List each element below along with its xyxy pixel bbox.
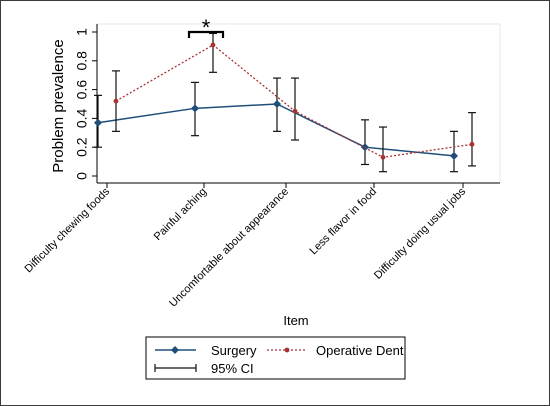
x-axis-title: Item (283, 313, 308, 328)
x-tick-label: Painful aching (152, 186, 209, 243)
data-point-marker (380, 154, 386, 160)
plot-area (96, 23, 501, 184)
data-point-marker (469, 141, 475, 147)
data-point-marker (191, 104, 199, 113)
y-tick-label: 0.4 (74, 108, 90, 128)
data-point-marker (292, 108, 298, 114)
significance-asterisk: * (202, 15, 211, 40)
legend-marker-operative-dent (284, 347, 290, 353)
data-point-marker (94, 118, 102, 127)
legend-label-ci: 95% CI (211, 361, 254, 376)
legend: Surgery Operative Dent 95% CI (145, 336, 406, 380)
y-tick-label: 0.2 (74, 137, 90, 157)
legend-label-surgery: Surgery (211, 343, 257, 358)
data-point-marker (273, 100, 281, 108)
series-surgery (94, 77, 458, 173)
y-tick-label: 1 (74, 28, 90, 36)
y-tick-label: 0.8 (74, 51, 90, 71)
data-point-marker (210, 42, 216, 48)
x-tick-label: Less flavor in food (308, 186, 380, 258)
y-tick-label: 0.6 (74, 80, 90, 100)
x-tick-label: Difficulty chewing foods (22, 185, 112, 275)
y-tick-label: 0 (74, 172, 90, 180)
legend-box (145, 336, 406, 380)
legend-marker-surgery (171, 346, 179, 354)
data-point-marker (450, 151, 458, 160)
x-tick-label: Difficulty doing usual jobs (372, 185, 468, 281)
data-point-marker (113, 98, 119, 104)
legend-label-operative-dent: Operative Dent (316, 343, 404, 358)
significance-bracket (187, 30, 225, 38)
y-axis-title: Problem prevalence (50, 39, 67, 172)
series-operative-dent (112, 32, 476, 173)
